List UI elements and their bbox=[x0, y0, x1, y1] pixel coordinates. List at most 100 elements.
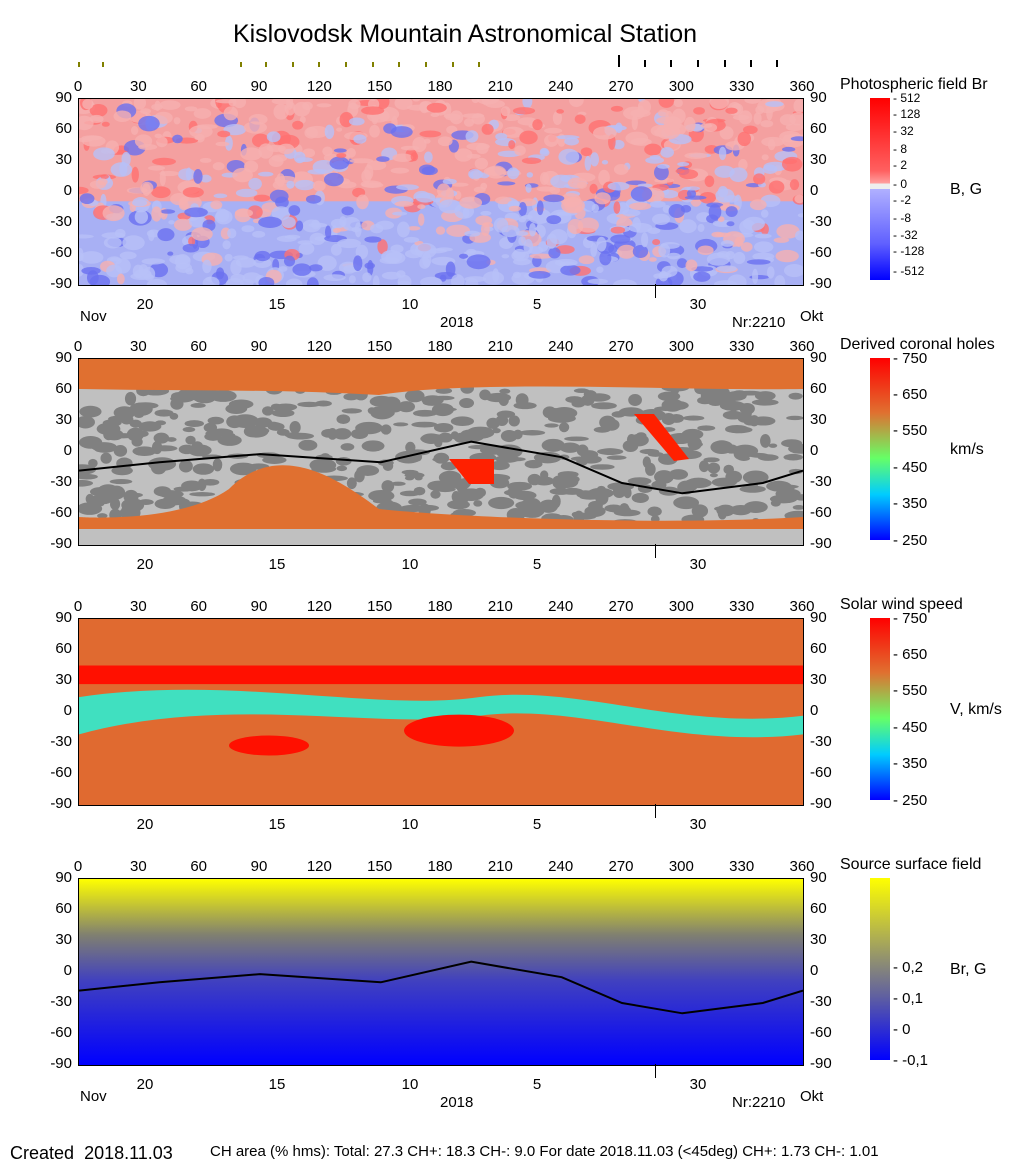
field-patch bbox=[262, 406, 274, 416]
field-patch bbox=[381, 249, 403, 264]
field-patch bbox=[253, 257, 272, 268]
field-patch bbox=[610, 234, 631, 244]
field-patch bbox=[752, 268, 759, 284]
longitude-marker bbox=[372, 62, 374, 67]
field-patch bbox=[372, 498, 387, 504]
field-patch bbox=[571, 511, 582, 518]
field-patch bbox=[170, 193, 189, 206]
panel-title: Solar wind speed bbox=[840, 596, 963, 613]
longitude-marker bbox=[452, 62, 454, 67]
field-patch bbox=[661, 398, 684, 412]
field-patch bbox=[376, 156, 390, 162]
field-patch bbox=[106, 264, 123, 278]
colorbar-tick-label: - 32 bbox=[893, 123, 914, 138]
heatmap-4 bbox=[79, 879, 803, 1065]
field-patch bbox=[590, 464, 615, 470]
latitude-tick-label-left: 60 bbox=[55, 380, 72, 397]
field-patch bbox=[734, 236, 744, 248]
field-patch bbox=[153, 432, 170, 444]
field-patch bbox=[599, 250, 612, 266]
field-patch bbox=[691, 441, 703, 448]
field-patch bbox=[192, 463, 215, 475]
longitude-tick-label: 30 bbox=[129, 338, 147, 355]
field-patch bbox=[239, 278, 254, 285]
field-patch bbox=[774, 275, 786, 285]
field-patch bbox=[329, 156, 350, 170]
latitude-tick-label-left: 0 bbox=[63, 702, 72, 719]
field-patch bbox=[713, 280, 737, 285]
field-patch bbox=[240, 147, 263, 161]
field-patch bbox=[504, 489, 525, 496]
field-patch bbox=[364, 236, 382, 243]
field-patch bbox=[223, 106, 239, 121]
field-patch bbox=[148, 229, 155, 242]
field-patch bbox=[449, 110, 464, 125]
field-patch bbox=[366, 160, 387, 171]
longitude-tick-label: 330 bbox=[729, 338, 755, 355]
longitude-marker bbox=[265, 62, 267, 67]
longitude-tick-label: 360 bbox=[789, 338, 815, 355]
created-label: Created 2018.11.03 bbox=[10, 1143, 173, 1163]
field-patch bbox=[703, 123, 718, 132]
field-patch bbox=[508, 205, 521, 212]
field-patch bbox=[420, 276, 443, 285]
field-patch bbox=[393, 422, 409, 427]
field-patch bbox=[754, 233, 772, 239]
field-patch bbox=[184, 106, 198, 112]
field-patch bbox=[790, 136, 803, 142]
field-patch bbox=[552, 476, 570, 490]
field-patch bbox=[148, 457, 177, 471]
field-patch bbox=[485, 392, 512, 403]
field-patch bbox=[550, 174, 573, 189]
field-patch bbox=[304, 127, 318, 139]
field-patch bbox=[765, 101, 784, 108]
field-patch bbox=[529, 253, 553, 259]
field-patch bbox=[182, 186, 204, 198]
latitude-tick-label-right: 60 bbox=[810, 380, 827, 397]
colorbar-tick-label: - 2 bbox=[893, 158, 908, 173]
carrington-boundary-tick bbox=[655, 284, 656, 298]
field-patch bbox=[348, 99, 361, 110]
field-patch bbox=[419, 101, 430, 114]
field-patch bbox=[783, 263, 803, 278]
field-patch bbox=[697, 245, 714, 256]
field-patch bbox=[119, 251, 137, 260]
field-patch bbox=[138, 115, 160, 132]
field-patch bbox=[684, 152, 708, 159]
colorbar-tick-label: - 650 bbox=[893, 645, 928, 663]
field-patch bbox=[339, 216, 347, 227]
field-patch bbox=[533, 476, 555, 486]
longitude-tick-label: 300 bbox=[668, 598, 694, 615]
field-patch bbox=[397, 401, 416, 413]
longitude-marker bbox=[78, 62, 80, 67]
longitude-tick-label: 150 bbox=[367, 858, 393, 875]
field-patch bbox=[191, 441, 204, 452]
field-patch bbox=[97, 178, 108, 186]
latitude-tick-label-right: 0 bbox=[810, 962, 819, 979]
field-patch bbox=[768, 180, 785, 194]
field-patch bbox=[372, 275, 380, 285]
field-patch bbox=[232, 255, 249, 260]
latitude-tick-label-right: -30 bbox=[810, 473, 832, 490]
field-patch bbox=[770, 499, 781, 507]
field-patch bbox=[203, 422, 218, 433]
field-patch bbox=[170, 391, 187, 401]
field-patch bbox=[178, 459, 193, 473]
field-patch bbox=[782, 146, 796, 152]
field-patch bbox=[227, 228, 237, 239]
field-patch bbox=[725, 391, 747, 401]
field-patch bbox=[522, 99, 533, 109]
latitude-tick-label-right: 0 bbox=[810, 442, 819, 459]
latitude-tick-label-left: 90 bbox=[55, 349, 72, 366]
field-patch bbox=[146, 278, 167, 285]
colorbar-tick-label: - 0,2 bbox=[893, 958, 924, 976]
rotation-number: Nr:2210 bbox=[732, 314, 786, 331]
field-patch bbox=[578, 255, 595, 265]
field-patch bbox=[789, 179, 800, 191]
field-patch bbox=[685, 259, 698, 272]
colorbar-tick-label: - 0 bbox=[893, 1020, 911, 1038]
field-patch bbox=[517, 505, 545, 518]
field-patch bbox=[258, 171, 274, 177]
field-patch bbox=[625, 131, 649, 145]
longitude-tick-label: 120 bbox=[306, 598, 332, 615]
